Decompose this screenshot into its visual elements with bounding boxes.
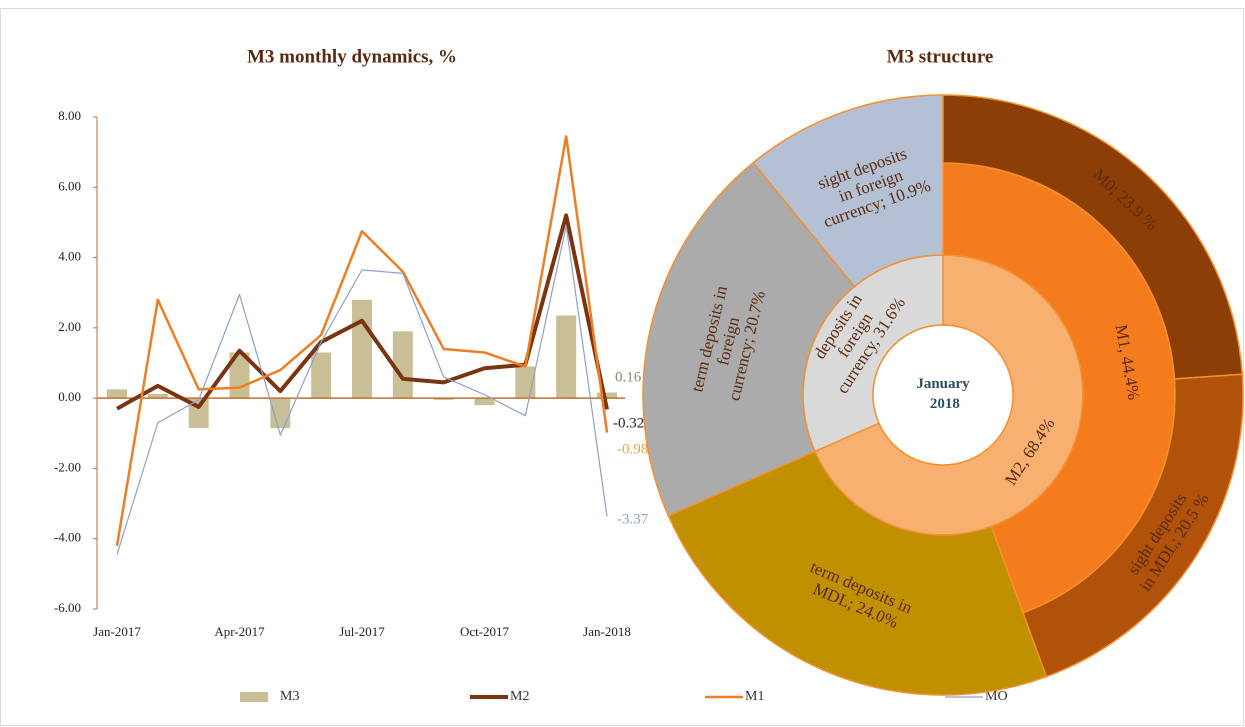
bar — [433, 398, 454, 400]
legend-label: M3 — [280, 689, 299, 704]
sunburst-segment — [642, 161, 856, 517]
y-tick-label: -6.00 — [54, 600, 81, 615]
sunburst-segment — [667, 450, 1048, 696]
end-label: -0.32 — [613, 416, 644, 432]
sunburst-segment — [752, 94, 944, 288]
y-tick-label: 2.00 — [58, 319, 81, 334]
y-tick-label: 6.00 — [58, 178, 81, 193]
sunburst-segment — [1021, 373, 1244, 678]
x-tick-label: Jul-2017 — [339, 624, 385, 639]
end-label: -3.37 — [617, 512, 649, 528]
end-label: -0.98 — [617, 442, 648, 458]
y-tick-label: 0.00 — [58, 389, 81, 404]
end-label: 0.16 — [615, 370, 642, 386]
center-label: January 2018 — [916, 376, 970, 412]
y-tick-label: -4.00 — [54, 530, 81, 545]
legend-label: M2 — [510, 689, 529, 704]
line-series — [116, 225, 608, 555]
x-tick-label: Apr-2017 — [214, 624, 265, 639]
x-tick-label: Jan-2018 — [583, 624, 631, 639]
bar — [556, 315, 577, 399]
line-chart-title: M3 monthly dynamics, % — [247, 46, 457, 67]
center-hole — [872, 324, 1014, 466]
bar — [107, 389, 127, 399]
bar — [352, 299, 372, 399]
bar — [392, 331, 413, 399]
legend-label: M1 — [745, 689, 764, 704]
bar — [597, 392, 617, 399]
bar — [147, 393, 168, 399]
x-tick-label: Oct-2017 — [460, 624, 510, 639]
x-tick-label: Jan-2017 — [93, 624, 141, 639]
legend-label: MO — [985, 689, 1008, 704]
legend-swatch — [240, 692, 268, 702]
y-tick-label: 8.00 — [58, 108, 81, 123]
bar — [474, 398, 495, 406]
bar — [311, 352, 332, 399]
y-tick-label: 4.00 — [58, 249, 81, 264]
line-series — [115, 135, 609, 546]
bar — [270, 398, 291, 429]
y-tick-label: -2.00 — [54, 459, 81, 474]
sunburst-title: M3 structure — [887, 46, 994, 67]
